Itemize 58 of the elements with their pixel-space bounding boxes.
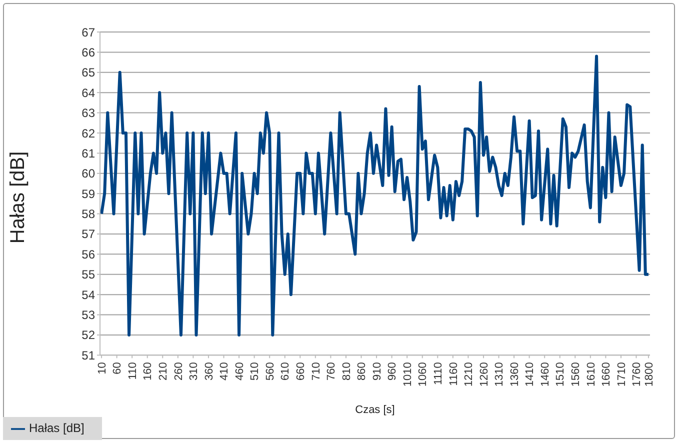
y-tick-label: 55: [82, 268, 96, 282]
x-tick-label: 210: [157, 362, 170, 381]
y-tick-label: 52: [82, 328, 96, 342]
y-tick-label: 62: [82, 126, 96, 140]
y-tick-label: 66: [82, 45, 96, 60]
y-tick-label: 63: [82, 106, 96, 120]
x-tick-label: 1210: [463, 362, 476, 387]
x-tick-label: 560: [264, 362, 276, 381]
x-tick-label: 660: [294, 362, 307, 381]
x-tick-label: 760: [326, 362, 338, 381]
x-tick-label: 1760: [631, 362, 644, 387]
x-tick-label: 1610: [585, 362, 598, 387]
x-tick-label: 810: [340, 362, 353, 381]
y-tick-label: 67: [82, 25, 96, 40]
x-tick-label: 360: [203, 362, 216, 381]
y-tick-label: 65: [82, 66, 96, 80]
y-tick-label: 51: [82, 348, 96, 362]
x-tick-label: 1660: [600, 362, 613, 387]
y-tick-label: 57: [82, 227, 96, 242]
x-tick-label: 1310: [494, 362, 506, 387]
x-tick-label: 1560: [570, 362, 582, 387]
x-tick-label: 710: [310, 362, 322, 381]
x-tick-label: 1110: [432, 362, 444, 386]
x-tick-label: 110: [126, 362, 139, 380]
x-tick-label: 510: [249, 362, 262, 381]
y-tick-label: 60: [82, 166, 96, 181]
x-tick-label: 1410: [524, 362, 536, 387]
x-tick-label: 1710: [616, 362, 628, 387]
line-series: [100, 54, 650, 336]
y-tick-label: 61: [82, 146, 96, 160]
x-tick-label: 460: [234, 362, 246, 381]
x-tick-label: 310: [188, 362, 200, 381]
x-tick-label: 160: [142, 362, 154, 381]
x-tick-label: 1060: [417, 362, 430, 387]
x-tick-label: 1010: [402, 362, 414, 387]
x-tick-label: 260: [172, 362, 185, 381]
x-tick-label: 1260: [478, 362, 490, 387]
legend-label: Hałas [dB]: [29, 421, 84, 436]
y-axis-title: Hałas [dB]: [7, 151, 30, 244]
y-tick-label: 64: [82, 86, 96, 100]
x-tick-label: 10: [96, 362, 108, 374]
x-tick-label: 910: [371, 362, 384, 381]
x-tick-label: 1360: [508, 362, 521, 387]
x-tick-label: 1510: [554, 362, 567, 387]
x-tick-label: 60: [112, 362, 124, 374]
x-tick-label: 1460: [539, 362, 552, 387]
y-tick-label: 59: [82, 186, 96, 201]
y-tick-label: 53: [82, 308, 96, 322]
x-tick-label: 1160: [448, 362, 460, 386]
x-axis-title: Czas [s]: [355, 404, 395, 416]
x-tick-label: 860: [356, 362, 368, 381]
y-tick-label: 54: [82, 288, 96, 302]
x-tick-label: 1800: [643, 362, 656, 387]
x-tick-label: 610: [280, 362, 292, 381]
x-tick-label: 410: [218, 362, 231, 381]
x-tick-label: 960: [386, 362, 399, 381]
y-tick-label: 56: [82, 247, 96, 262]
y-tick-label: 58: [82, 207, 96, 222]
